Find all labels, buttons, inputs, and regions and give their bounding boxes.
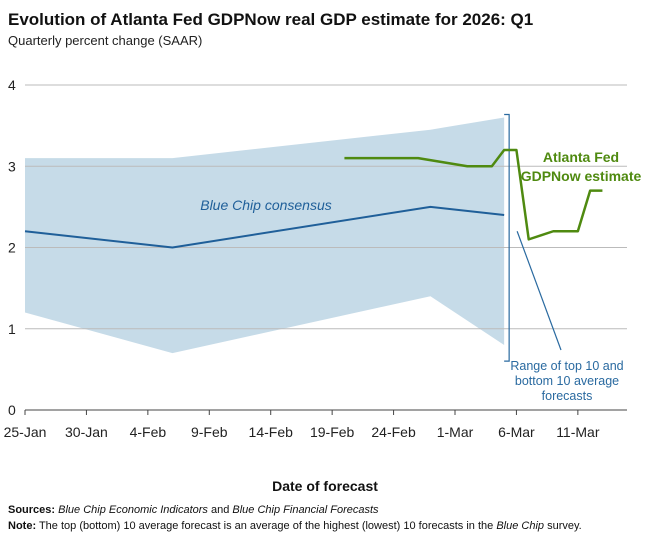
sources-line: Sources: Blue Chip Economic Indicators a… — [8, 502, 582, 518]
x-tick-label: 19-Feb — [310, 424, 355, 440]
range-label-line-3: forecasts — [542, 389, 593, 403]
x-tick-label: 25-Jan — [4, 424, 47, 440]
x-tick-label: 9-Feb — [191, 424, 228, 440]
note-text1: The top (bottom) 10 average forecast is … — [36, 520, 497, 532]
y-tick-label: 4 — [8, 77, 16, 93]
x-tick-label: 30-Jan — [65, 424, 108, 440]
y-tick-label: 1 — [8, 321, 16, 337]
x-tick-label: 6-Mar — [498, 424, 535, 440]
x-tick-label: 1-Mar — [437, 424, 474, 440]
forecast-range-band — [25, 117, 505, 354]
note-line: Note: The top (bottom) 10 average foreca… — [8, 518, 582, 534]
range-pointer-line — [516, 231, 562, 351]
x-tick-label: 11-Mar — [556, 424, 600, 440]
range-label-line-2: bottom 10 average — [515, 374, 619, 388]
range-bracket — [504, 113, 510, 362]
range-label-line-1: Range of top 10 and — [510, 359, 623, 373]
chart-title: Evolution of Atlanta Fed GDPNow real GDP… — [8, 10, 534, 29]
y-tick-label: 2 — [8, 240, 16, 256]
y-tick-label: 0 — [8, 402, 16, 418]
sources-and: and — [207, 504, 233, 516]
blue-chip-consensus-line — [24, 205, 505, 249]
chart-subtitle: Quarterly percent change (SAAR) — [8, 33, 203, 48]
gdpnow-estimate-line — [344, 148, 603, 241]
gdpnow-chart: 0 1 2 3 4 25-Jan 30-Jan 4-Feb 9-Feb 14-Feb 19-Feb 2… — [4, 77, 642, 440]
sources-part2: Blue Chip Financial Forecasts — [232, 504, 379, 516]
gdpnow-label-line-1: Atlanta Fed — [543, 149, 619, 165]
sources-label: Sources: — [8, 504, 56, 516]
gdpnow-label-line-2: GDPNow estimate — [521, 168, 642, 184]
x-tick-label: 24-Feb — [371, 424, 416, 440]
note-italic: Blue Chip — [496, 520, 545, 532]
x-tick-label: 4-Feb — [130, 424, 167, 440]
note-text2: survey. — [544, 520, 582, 532]
note-label: Note: — [8, 520, 37, 532]
sources-part1: Blue Chip Economic Indicators — [58, 504, 208, 516]
chart-notes: Sources: Blue Chip Economic Indicators a… — [8, 502, 582, 534]
x-axis-title: Date of forecast — [272, 478, 378, 494]
y-tick-label: 3 — [8, 158, 16, 174]
blue-chip-label: Blue Chip consensus — [200, 197, 332, 213]
x-tick-label: 14-Feb — [249, 424, 294, 440]
